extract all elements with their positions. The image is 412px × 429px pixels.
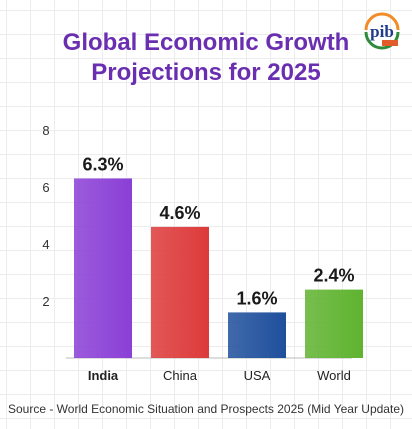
category-label-usa: USA [244,368,271,383]
chart-title-line-1: Global Economic Growth [62,29,350,56]
y-tick-label-6: 6 [42,180,49,195]
category-label-world: World [317,368,351,383]
bar-world [305,289,363,358]
chart-title: Global Economic Growth Projections for 2… [0,28,412,88]
pib-logo-icon: pib [364,12,400,50]
data-label-china: 4.6% [159,203,200,223]
source-note: Source - World Economic Situation and Pr… [8,402,404,416]
logo-text: pib [370,22,394,41]
category-label-china: China [163,368,198,383]
category-label-india: India [88,368,119,383]
y-tick-label-4: 4 [42,237,49,252]
data-label-india: 6.3% [82,154,123,174]
chart-title-line-2: Projections for 2025 [91,59,321,86]
bar-usa [228,312,286,358]
data-label-usa: 1.6% [236,288,277,308]
data-label-world: 2.4% [313,266,354,286]
bar-china [151,226,209,358]
y-tick-label-2: 2 [42,294,49,309]
bar-india [74,178,132,358]
y-tick-label-8: 8 [42,123,49,138]
